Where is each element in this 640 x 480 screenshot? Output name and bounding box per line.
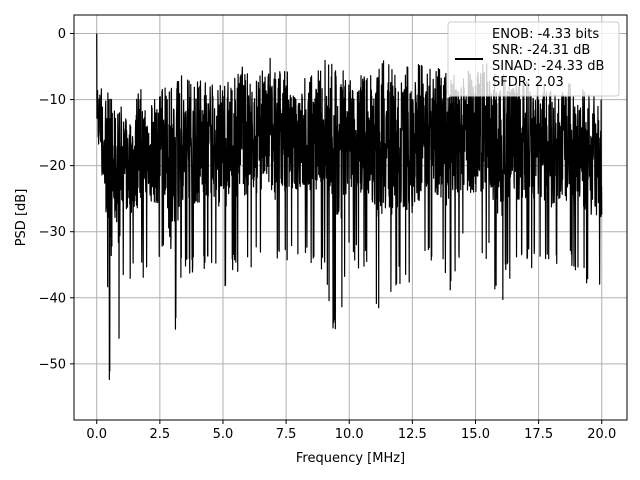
x-tick-label: 17.5 (524, 427, 553, 442)
y-tick-label: −20 (39, 159, 66, 174)
x-tick-label: 2.5 (150, 427, 171, 442)
plot-frame (73, 14, 628, 421)
psd-series (96, 33, 603, 380)
x-tick-label: 0.0 (86, 427, 107, 442)
x-tick-label: 20.0 (587, 427, 616, 442)
legend: ENOB: -4.33 bits SNR: -24.31 dB SINAD: -… (447, 21, 620, 97)
x-tick-label: 12.5 (398, 427, 427, 442)
legend-sfdr: SFDR: 2.03 (492, 75, 564, 90)
y-tick-label: 0 (58, 27, 66, 42)
axis-ticks: 0.0 2.5 5.0 7.5 10.0 12.5 15.0 17.5 20.0 0 −10 −20 −… (39, 27, 617, 442)
x-tick-label: 5.0 (213, 427, 234, 442)
psd-line (96, 33, 603, 380)
legend-sinad: SINAD: -24.33 dB (492, 59, 604, 74)
x-tick-label: 10.0 (335, 427, 364, 442)
x-axis-label: Frequency [MHz] (296, 451, 405, 466)
legend-box (447, 21, 620, 97)
legend-enob: ENOB: -4.33 bits (492, 27, 599, 42)
x-tick-label: 15.0 (461, 427, 490, 442)
y-tick-label: −40 (39, 291, 66, 306)
y-tick-label: −30 (39, 225, 66, 240)
y-tick-label: −50 (39, 357, 66, 372)
y-axis-label: PSD [dB] (14, 189, 29, 247)
legend-snr: SNR: -24.31 dB (492, 43, 590, 58)
y-tick-label: −10 (39, 93, 66, 108)
x-tick-label: 7.5 (276, 427, 297, 442)
